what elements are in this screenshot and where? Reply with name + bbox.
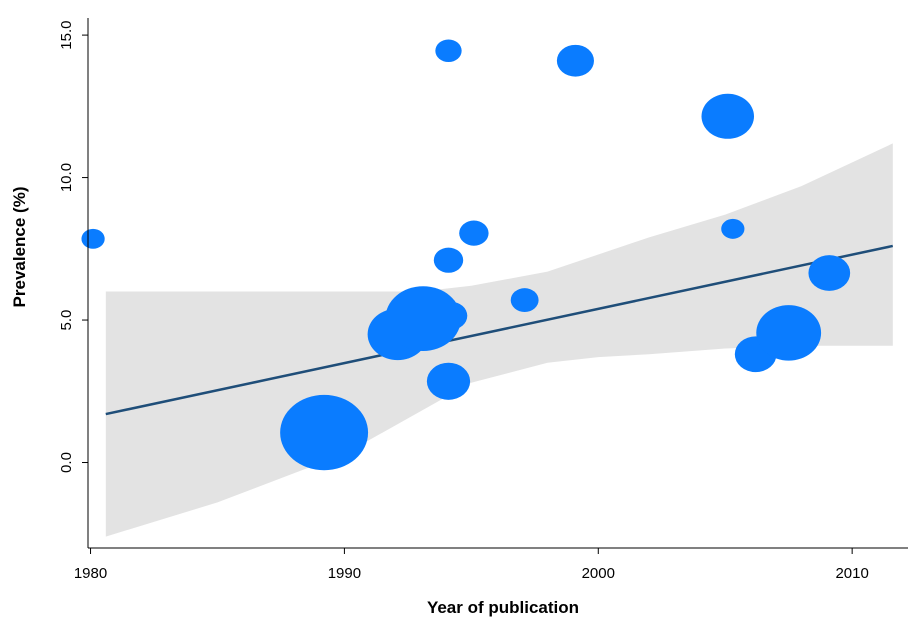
data-point — [721, 218, 745, 239]
data-point — [510, 288, 539, 313]
data-point — [434, 301, 468, 330]
data-point — [756, 305, 822, 361]
data-point — [426, 362, 471, 400]
data-point — [556, 44, 594, 77]
fit-line-layer — [105, 244, 894, 416]
data-point — [433, 247, 464, 273]
data-points-layer — [81, 39, 851, 471]
axes-layer: 1980 1990 2000 2010 0.0 5.0 10.0 15.0 — [58, 18, 908, 582]
data-point — [81, 228, 105, 249]
x-tick-label: 2010 — [835, 565, 868, 582]
y-tick-label: 10.0 — [58, 163, 75, 192]
x-tick-label: 1980 — [74, 565, 107, 582]
x-axis-title: Year of publication — [427, 598, 579, 617]
x-tick-label: 2000 — [582, 565, 615, 582]
data-point — [701, 93, 755, 139]
y-axis-title: Prevalence (%) — [10, 187, 29, 308]
y-tick-label: 0.0 — [58, 452, 75, 473]
y-tick-label: 5.0 — [58, 310, 75, 331]
data-point — [280, 394, 369, 471]
data-point — [435, 39, 462, 63]
data-point — [385, 286, 461, 352]
data-point — [808, 255, 851, 291]
data-point — [459, 220, 489, 246]
x-tick-label: 1990 — [328, 565, 361, 582]
fit-line — [105, 244, 894, 416]
y-tick-label: 15.0 — [58, 20, 75, 49]
